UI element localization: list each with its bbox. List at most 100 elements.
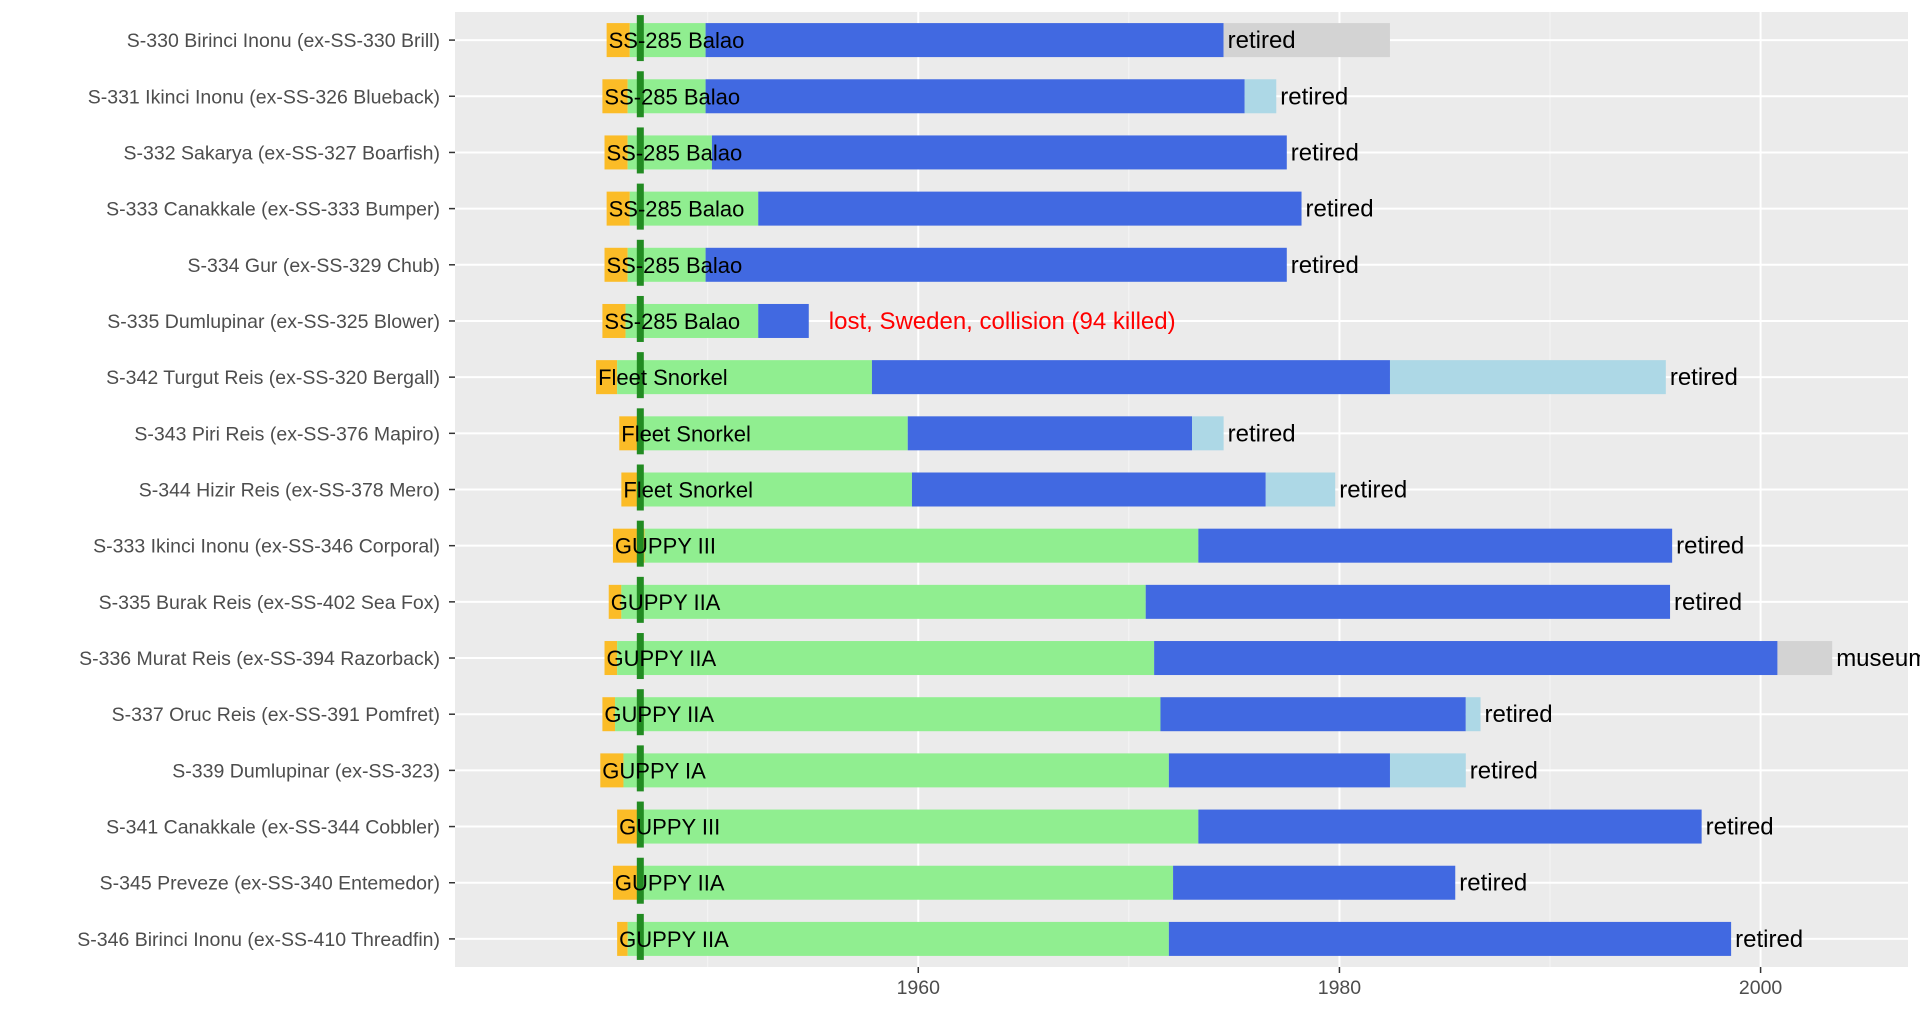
y-axis-tick-label: S-330 Birinci Inonu (ex-SS-330 Brill): [127, 30, 440, 52]
bar-turkish-service-segment: [911, 472, 1266, 507]
bar-turkish-service-segment: [1168, 921, 1732, 956]
y-axis-tick-label: S-333 Ikinci Inonu (ex-SS-346 Corporal): [93, 536, 440, 558]
bar-build-segment: [604, 247, 628, 282]
end-status-label: retired: [1706, 814, 1774, 841]
bar-turkish-service-segment: [705, 247, 1287, 282]
variant-label: SS-285 Balao: [609, 197, 745, 222]
bar-us-service-segment: [638, 865, 1174, 900]
bar-build-segment: [604, 641, 618, 676]
variant-label: GUPPY IIA: [604, 702, 714, 727]
x-axis-tick-label: 1980: [1318, 977, 1362, 999]
bar-build-segment: [602, 79, 628, 114]
marker-year-line: [636, 71, 644, 118]
bar-turkish-service-segment: [705, 79, 1245, 114]
bar-us-service-segment: [617, 641, 1155, 676]
y-axis-tick-label: S-345 Preveze (ex-SS-340 Entemedor): [100, 873, 440, 895]
y-axis-tick-label: S-333 Canakkale (ex-SS-333 Bumper): [106, 199, 440, 221]
marker-year-line: [636, 801, 644, 848]
bar-post-service-segment: [1389, 753, 1466, 788]
marker-year-line: [636, 408, 644, 455]
y-axis-tick-label: S-335 Burak Reis (ex-SS-402 Sea Fox): [99, 592, 440, 614]
bar-build-segment: [604, 135, 628, 170]
bar-us-service-segment: [640, 416, 908, 451]
bar-turkish-service-segment: [1198, 528, 1673, 563]
y-axis-tick-label: S-336 Murat Reis (ex-SS-394 Razorback): [79, 648, 440, 670]
variant-label: GUPPY IIA: [619, 927, 729, 952]
bar-us-service-segment: [644, 528, 1199, 563]
end-status-label: retired: [1735, 926, 1803, 953]
bar-build-segment: [617, 921, 628, 956]
variant-label: Fleet Snorkel: [598, 365, 728, 390]
bar-turkish-service-segment: [907, 416, 1193, 451]
variant-label: SS-285 Balao: [607, 253, 743, 278]
bar-build-segment: [608, 584, 622, 619]
end-status-label: retired: [1291, 139, 1359, 166]
marker-year-line: [636, 352, 644, 399]
bar-build-segment: [600, 753, 624, 788]
variant-label: GUPPY IIA: [615, 871, 725, 896]
bar-post-service-segment: [1389, 360, 1666, 395]
bar-turkish-service-segment: [1173, 865, 1456, 900]
x-axis: 1960 1980 2000: [897, 967, 1783, 999]
y-axis-tick-label: S-341 Canakkale (ex-SS-344 Cobbler): [106, 817, 440, 839]
variant-label: Fleet Snorkel: [621, 421, 751, 446]
bar-turkish-service-segment: [711, 135, 1287, 170]
bar-turkish-service-segment: [758, 303, 809, 338]
end-status-label: retired: [1676, 533, 1744, 560]
variant-label: GUPPY IA: [602, 758, 706, 783]
marker-year-line: [636, 295, 644, 342]
marker-year-line: [636, 520, 644, 567]
variant-label: GUPPY III: [615, 534, 716, 559]
y-axis-tick-label: S-332 Sakarya (ex-SS-327 Boarfish): [124, 142, 440, 164]
variant-label: GUPPY IIA: [607, 646, 717, 671]
variant-label: SS-285 Balao: [609, 28, 745, 53]
y-axis-tick-label: S-344 Hizir Reis (ex-SS-378 Mero): [139, 480, 440, 502]
end-status-label: retired: [1228, 420, 1296, 447]
bar-turkish-service-segment: [1160, 697, 1466, 732]
x-axis-tick-label: 1960: [897, 977, 941, 999]
variant-label: Fleet Snorkel: [623, 478, 753, 503]
y-axis-tick-label: S-335 Dumlupinar (ex-SS-325 Blower): [107, 311, 440, 333]
bar-build-segment: [602, 697, 616, 732]
bar-us-service-segment: [629, 191, 759, 226]
bar-turkish-service-segment: [1145, 584, 1671, 619]
y-axis-tick-label: S-342 Turgut Reis (ex-SS-320 Bergall): [106, 367, 440, 389]
y-axis-tick-label: S-339 Dumlupinar (ex-SS-323): [172, 760, 440, 782]
end-status-label: retired: [1674, 589, 1742, 616]
x-axis-tick-label: 2000: [1739, 977, 1783, 999]
bar-post-service-segment: [1777, 641, 1833, 676]
end-status-label: museum: [1836, 645, 1920, 672]
end-status-label: retired: [1459, 870, 1527, 897]
marker-year-line: [636, 913, 644, 960]
marker-year-line: [636, 576, 644, 623]
marker-year-line: [636, 464, 644, 511]
variant-label: GUPPY III: [619, 815, 720, 840]
end-status-label: lost, Sweden, collision (94 killed): [829, 308, 1176, 335]
bar-us-service-segment: [623, 753, 1169, 788]
bar-us-service-segment: [617, 360, 872, 395]
bar-layer: [596, 15, 1833, 960]
label-layer: SS-285 Balao retired SS-285 Balao retired SS…: [598, 27, 1920, 953]
variant-label: SS-285 Balao: [604, 84, 740, 109]
bar-build-segment: [596, 360, 618, 395]
bar-build-segment: [617, 809, 641, 844]
bar-turkish-service-segment: [1168, 753, 1390, 788]
bar-turkish-service-segment: [1198, 809, 1702, 844]
y-axis-tick-label: S-337 Oruc Reis (ex-SS-391 Pomfret): [112, 704, 440, 726]
bar-build-segment: [602, 303, 626, 338]
end-status-label: retired: [1339, 477, 1407, 504]
end-status-label: retired: [1291, 252, 1359, 279]
marker-year-line: [636, 127, 644, 174]
y-axis-tick-label: S-346 Birinci Inonu (ex-SS-410 Threadfin…: [77, 929, 440, 951]
bar-turkish-service-segment: [871, 360, 1390, 395]
end-status-label: retired: [1470, 757, 1538, 784]
y-axis: S-330 Birinci Inonu (ex-SS-330 Brill) S-3…: [77, 30, 455, 951]
marker-year-line: [636, 183, 644, 230]
end-status-label: retired: [1485, 701, 1553, 728]
marker-year-line: [636, 689, 644, 736]
y-axis-tick-label: S-334 Gur (ex-SS-329 Chub): [187, 255, 440, 277]
bar-us-service-segment: [621, 584, 1146, 619]
bar-post-service-segment: [1265, 472, 1336, 507]
